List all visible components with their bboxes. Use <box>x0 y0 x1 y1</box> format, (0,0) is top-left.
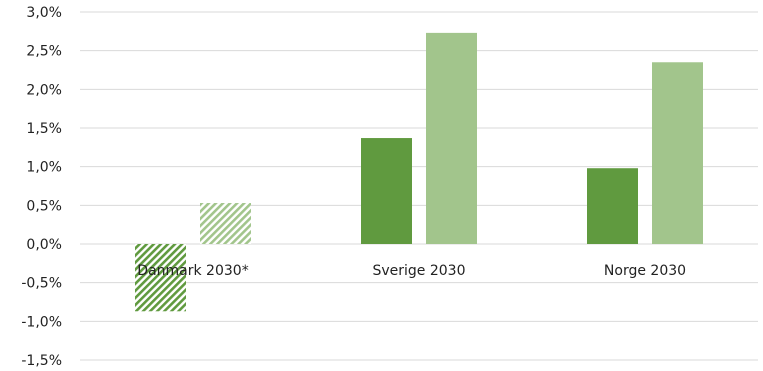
category-label: Danmark 2030* <box>137 263 248 279</box>
gridlines <box>80 11 758 361</box>
y-tick-label: 1,0% <box>26 160 62 176</box>
y-tick-label: 3,0% <box>26 5 62 21</box>
bar-1-1 <box>135 244 186 312</box>
y-tick-label: -0,5% <box>21 276 62 292</box>
category-label: Sverige 2030 <box>372 263 465 279</box>
bar-1-3 <box>587 168 638 244</box>
y-tick-label: 2,5% <box>26 44 62 60</box>
y-tick-label: -1,5% <box>21 353 62 369</box>
y-tick-label: -1,0% <box>21 314 62 330</box>
y-tick-label: 1,5% <box>26 121 62 137</box>
bar-2-2 <box>426 32 477 244</box>
bar-2-3 <box>652 62 703 245</box>
category-label: Norge 2030 <box>604 263 686 279</box>
category-labels: Danmark 2030* Sverige 2030 Norge 2030 <box>137 263 686 279</box>
y-axis-ticks: 3,0% 2,5% 2,0% 1,5% 1,0% 0,5% 0,0% -0,5% -1,0% -1… <box>21 5 62 369</box>
y-tick-label: 0,5% <box>26 198 62 214</box>
y-tick-label: 2,0% <box>26 82 62 98</box>
y-tick-label: 0,0% <box>26 237 62 253</box>
bar-2-1 <box>200 203 251 244</box>
bars <box>135 32 703 312</box>
bar-1-2 <box>361 138 412 244</box>
